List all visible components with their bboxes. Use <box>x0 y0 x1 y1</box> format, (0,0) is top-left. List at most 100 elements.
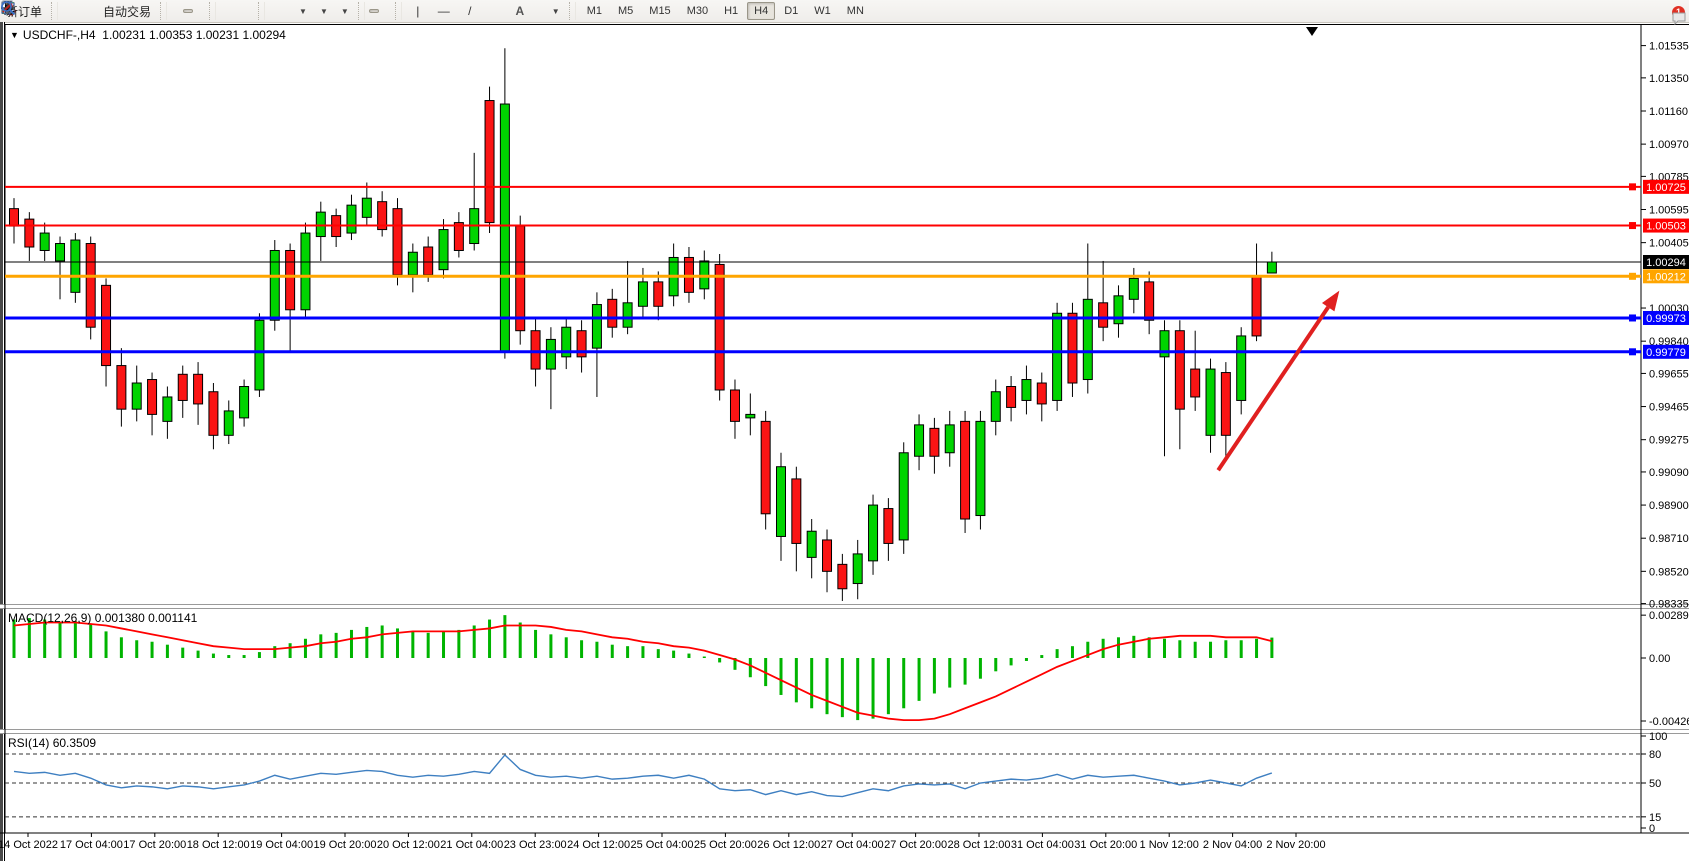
candle-body <box>929 427 940 457</box>
window-left-edge-highlight <box>3 22 4 861</box>
price-tick-label: 0.99090 <box>1649 467 1689 479</box>
candle-body <box>883 508 894 544</box>
macd-histogram-bar <box>380 625 384 658</box>
candle-body <box>1266 261 1277 274</box>
toolbar-separator <box>258 2 266 20</box>
macd-histogram-bar <box>733 658 737 670</box>
rsi-axis-label: 15 <box>1649 812 1661 824</box>
line-anchor-handle[interactable] <box>1629 222 1636 230</box>
timeframe-m15[interactable]: M15 <box>649 5 671 17</box>
line-anchor-handle[interactable] <box>1629 272 1636 280</box>
horizontal-line-tool-button[interactable]: — <box>432 2 456 20</box>
pane-separator[interactable] <box>0 604 1689 609</box>
candle-body <box>1113 295 1124 325</box>
candle-body <box>791 478 802 544</box>
trend-arrow-annotation[interactable] <box>1216 306 1330 472</box>
macd-histogram-bar <box>518 622 522 658</box>
candle-body <box>193 373 204 405</box>
candle-body <box>806 530 817 558</box>
candle-body <box>914 424 925 457</box>
price-tick-label: 1.00970 <box>1649 139 1689 151</box>
trendline-tool-button[interactable]: / <box>458 2 482 20</box>
timeframe-m1[interactable]: M1 <box>586 5 602 17</box>
time-tick-label: 2 Nov 20:00 <box>1266 839 1325 851</box>
macd-histogram-bar <box>748 658 752 678</box>
price-tick-label: 1.00595 <box>1649 205 1689 217</box>
timeframe-m5[interactable]: M5 <box>618 5 634 17</box>
candle-body <box>269 249 280 321</box>
dropdown-caret-icon: ▼ <box>340 6 349 16</box>
chart-title[interactable]: ▼ USDCHF-,H4 1.00231 1.00353 1.00231 1.00… <box>10 28 286 42</box>
macd-histogram-bar <box>825 658 829 715</box>
candle-body <box>822 539 833 572</box>
price-tick-label: 0.98335 <box>1649 599 1689 611</box>
price-tick-label: 0.99275 <box>1649 435 1689 447</box>
macd-name: MACD(12,26,9) <box>8 611 92 625</box>
notifications-button[interactable]: 1 <box>1670 6 1686 26</box>
candle-body <box>300 232 311 311</box>
pane-separator[interactable] <box>0 729 1689 734</box>
toolbar-separator <box>209 2 217 20</box>
macd-histogram-bar <box>1270 637 1274 658</box>
macd-histogram-bar <box>932 658 936 694</box>
price-tick-label: 0.98710 <box>1649 533 1689 545</box>
time-tick-label: 1 Nov 12:00 <box>1140 839 1199 851</box>
candle-body <box>315 211 326 238</box>
candle-body <box>392 208 403 276</box>
macd-histogram-bar <box>411 631 415 658</box>
candle-body <box>1190 368 1201 398</box>
dropdown-caret-icon: ▼ <box>319 6 328 16</box>
candle-body <box>1144 281 1155 321</box>
macd-histogram-bar <box>610 644 614 658</box>
macd-histogram-bar <box>626 646 630 658</box>
candle-body <box>944 424 955 454</box>
text-tool-button[interactable]: A <box>508 2 532 20</box>
price-label-box <box>1643 179 1689 194</box>
candle-body <box>530 330 541 370</box>
candle-body <box>377 201 388 231</box>
new-order-label: 新订单 <box>6 4 43 19</box>
time-tick-label: 31 Oct 20:00 <box>1074 839 1137 851</box>
rsi-axis-label: 50 <box>1649 778 1661 790</box>
timeframe-w1[interactable]: W1 <box>814 5 831 17</box>
chart-shift-marker-icon[interactable] <box>1306 27 1318 36</box>
search-button[interactable] <box>1 1 1668 16</box>
macd-histogram-bar <box>810 658 814 709</box>
macd-histogram-bar <box>43 619 47 658</box>
candle-body <box>714 263 725 391</box>
timeframe-h4[interactable]: H4 <box>747 2 776 20</box>
macd-histogram-bar <box>242 655 246 658</box>
macd-indicator-label: MACD(12,26,9) 0.001380 0.001141 <box>8 611 197 625</box>
candle-body <box>346 204 357 234</box>
macd-histogram-bar <box>426 632 430 658</box>
candle-body <box>990 391 1001 422</box>
search-icon <box>1 1 16 16</box>
rsi-indicator-label: RSI(14) 60.3509 <box>8 736 96 750</box>
line-anchor-handle[interactable] <box>1629 314 1636 322</box>
chat-bubble-icon <box>1672 12 1686 26</box>
line-anchor-handle[interactable] <box>1629 348 1636 356</box>
timeframe-h1[interactable]: H1 <box>724 5 739 17</box>
macd-histogram-bar <box>1239 640 1243 658</box>
expand-arrow-icon[interactable]: ▼ <box>10 30 19 40</box>
candle-body <box>1159 330 1170 358</box>
macd-histogram-bar <box>119 637 123 658</box>
macd-histogram-bar <box>89 623 93 658</box>
candle-body <box>55 243 66 262</box>
candle-body <box>423 246 434 276</box>
timeframe-d1[interactable]: D1 <box>784 5 799 17</box>
candle-body <box>361 197 372 218</box>
ohlc-close: 1.00294 <box>242 28 286 42</box>
vertical-line-tool-button[interactable]: | <box>406 2 430 20</box>
timeframe-m30[interactable]: M30 <box>686 5 709 17</box>
macd-axis-label: -0.004261 <box>1649 716 1689 728</box>
line-anchor-handle[interactable] <box>1629 183 1636 191</box>
candle-body <box>745 413 756 419</box>
candle-body <box>453 222 464 251</box>
macd-histogram-bar <box>273 646 277 658</box>
trend-arrow-head[interactable] <box>1321 290 1340 312</box>
price-label-text: 1.00294 <box>1646 257 1686 269</box>
candle-body <box>561 326 572 358</box>
timeframe-mn[interactable]: MN <box>846 5 864 17</box>
